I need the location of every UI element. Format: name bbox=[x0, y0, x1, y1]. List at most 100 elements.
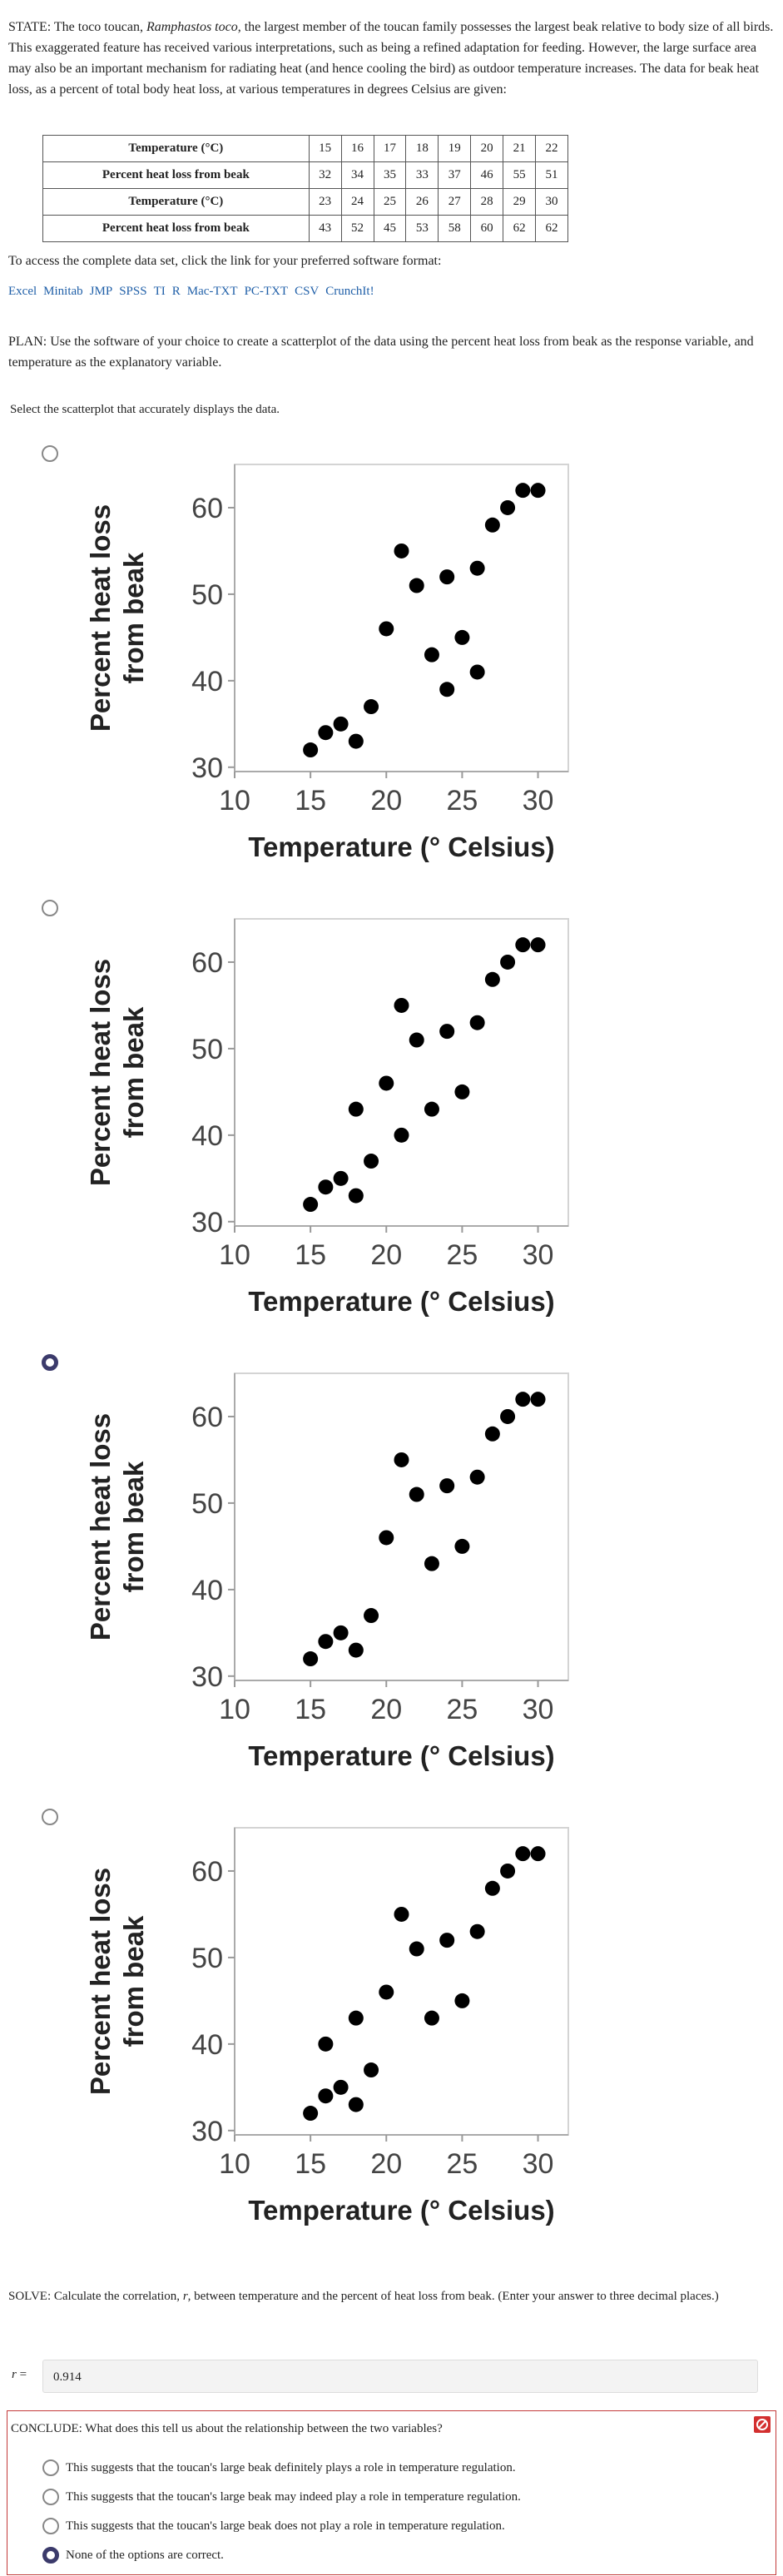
y-tick-label: 30 bbox=[191, 752, 223, 784]
table-row: Temperature (°C) 15 16 17 18 19 20 21 22 bbox=[42, 135, 568, 162]
y-tick-label: 60 bbox=[191, 1402, 223, 1433]
data-point bbox=[364, 2062, 379, 2078]
answer-value: 0.914 bbox=[53, 2370, 82, 2384]
y-tick-label: 50 bbox=[191, 1943, 223, 1974]
x-tick-label: 15 bbox=[295, 2148, 326, 2180]
table-cell: 34 bbox=[340, 161, 374, 189]
data-point bbox=[333, 1625, 349, 1640]
data-point bbox=[303, 1197, 319, 1213]
conclude-option: This suggests that the toucan's large be… bbox=[66, 2461, 516, 2474]
data-point bbox=[439, 682, 455, 697]
x-axis-title: Temperature (° Celsius) bbox=[248, 2195, 554, 2226]
data-point bbox=[409, 1032, 424, 1048]
table-cell: 16 bbox=[340, 135, 374, 162]
data-point bbox=[515, 1392, 531, 1407]
data-point bbox=[379, 1075, 394, 1091]
x-tick-label: 15 bbox=[295, 1239, 326, 1271]
x-tick-label: 20 bbox=[370, 1239, 402, 1271]
data-point bbox=[318, 1179, 334, 1195]
data-point bbox=[303, 2106, 319, 2122]
table-cell: 29 bbox=[503, 188, 537, 216]
scatter-chart: 30 40 50 60 10 15 20 25 30 Temperature (° Celsius… bbox=[85, 918, 569, 1317]
table-row: Temperature (°C) 23 24 25 26 27 28 29 30 bbox=[42, 188, 568, 216]
format-link[interactable]: Excel bbox=[8, 285, 37, 298]
table-cell: 55 bbox=[503, 161, 537, 189]
format-link[interactable]: PC-TXT bbox=[244, 285, 289, 298]
format-link[interactable]: CSV bbox=[295, 285, 320, 298]
table-cell: 26 bbox=[405, 188, 439, 216]
table-cell: 62 bbox=[503, 215, 537, 242]
plot-frame bbox=[234, 1827, 569, 2136]
conclude-option: This suggests that the toucan's large be… bbox=[66, 2519, 505, 2533]
data-point bbox=[303, 742, 319, 758]
format-link[interactable]: TI bbox=[153, 285, 166, 298]
y-tick-label: 30 bbox=[191, 1661, 223, 1693]
option: 30 40 50 60 10 15 20 25 30 Temperature (° Celsius… bbox=[0, 1807, 599, 2248]
data-point bbox=[394, 1127, 409, 1143]
links: Excel Minitab JMP SPSS TI R Mac-TXT PC-TXT CSV Cr… bbox=[8, 285, 381, 299]
option-radio[interactable] bbox=[42, 445, 58, 462]
data-point bbox=[424, 1556, 439, 1571]
format-link[interactable]: Minitab bbox=[43, 285, 83, 298]
table-cell: 43 bbox=[308, 215, 342, 242]
conclude-radio[interactable] bbox=[42, 2547, 59, 2564]
y-tick-label: 40 bbox=[191, 2029, 223, 2061]
data-point bbox=[348, 1188, 364, 1204]
conclude-radio[interactable] bbox=[42, 2459, 59, 2476]
error-icon bbox=[754, 2416, 771, 2433]
data-point bbox=[348, 1101, 364, 1117]
x-tick-label: 20 bbox=[370, 1694, 402, 1725]
data-point bbox=[333, 1170, 349, 1186]
answer-input[interactable]: 0.914 bbox=[42, 2360, 758, 2393]
x-tick-label: 30 bbox=[523, 1694, 554, 1725]
data-point bbox=[469, 1469, 485, 1485]
option-radio[interactable] bbox=[42, 900, 58, 916]
y-axis-title: from beak bbox=[118, 1915, 149, 2047]
y-axis-title: from beak bbox=[118, 552, 149, 683]
table-cell: 53 bbox=[405, 215, 439, 242]
conclude-radio[interactable] bbox=[42, 2489, 59, 2505]
table-cell: 37 bbox=[438, 161, 472, 189]
data-point bbox=[364, 1608, 379, 1624]
data-point bbox=[333, 716, 349, 732]
answer-var: r bbox=[12, 2368, 17, 2381]
data-point bbox=[439, 1478, 455, 1494]
option-radio[interactable] bbox=[42, 1354, 58, 1371]
x-axis-title: Temperature (° Celsius) bbox=[248, 831, 554, 862]
plan-text: PLAN: Use the software of your choice to… bbox=[8, 335, 754, 370]
table-row: Percent heat loss from beak 43 52 45 53 58 60 6… bbox=[42, 215, 568, 242]
table-cell: 19 bbox=[438, 135, 472, 162]
format-link[interactable]: SPSS bbox=[119, 285, 147, 298]
data-point bbox=[500, 499, 516, 515]
data-point bbox=[318, 1634, 334, 1650]
table-cell: 20 bbox=[470, 135, 504, 162]
format-link[interactable]: Mac-TXT bbox=[186, 285, 238, 298]
solve-part: , between temperature and the percent of… bbox=[187, 2290, 719, 2303]
table-cell: 58 bbox=[438, 215, 472, 242]
y-axis-title: Percent heat loss bbox=[85, 1413, 116, 1640]
data-point bbox=[484, 517, 500, 533]
x-tick-label: 10 bbox=[219, 1239, 250, 1271]
data-point bbox=[530, 483, 546, 499]
y-tick-label: 50 bbox=[191, 1488, 223, 1520]
option-radio[interactable] bbox=[42, 1809, 58, 1825]
table-cell: 28 bbox=[470, 188, 504, 216]
row-label: Percent heat loss from beak bbox=[42, 215, 310, 242]
y-tick-label: 40 bbox=[191, 1120, 223, 1152]
data-point bbox=[424, 2010, 439, 2026]
data-table: Temperature (°C) 15 16 17 18 19 20 21 22 Percent … bbox=[42, 135, 568, 242]
data-point bbox=[318, 725, 334, 741]
format-link[interactable]: JMP bbox=[89, 285, 113, 298]
format-link[interactable]: CrunchIt! bbox=[325, 285, 374, 298]
state-italic: Ramphastos toco bbox=[146, 20, 238, 34]
conclude-radio[interactable] bbox=[42, 2518, 59, 2534]
format-link[interactable]: R bbox=[171, 285, 181, 298]
row-label: Temperature (°C) bbox=[42, 188, 310, 216]
data-point bbox=[484, 971, 500, 987]
solve-text: SOLVE: Calculate the correlation, r, bet… bbox=[8, 2286, 757, 2308]
data-point bbox=[439, 569, 455, 585]
data-point bbox=[303, 1651, 319, 1667]
y-tick-label: 60 bbox=[191, 1856, 223, 1888]
data-point bbox=[424, 1101, 439, 1117]
